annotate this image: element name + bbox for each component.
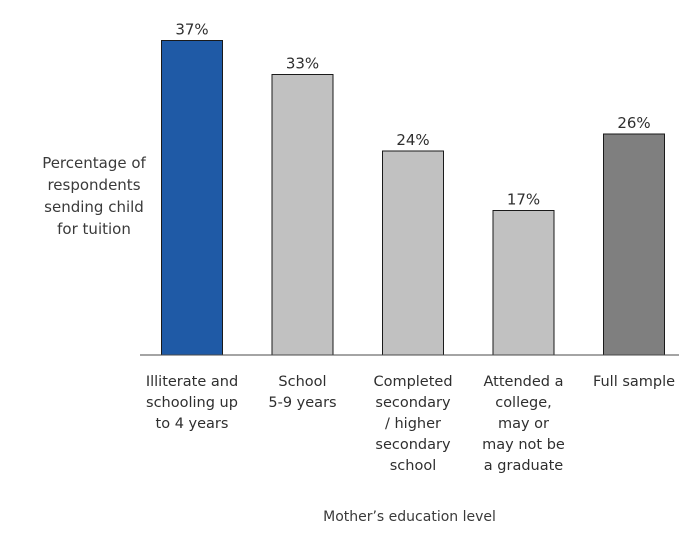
x-tick-label-line: 5-9 years (268, 395, 336, 411)
data-label: 26% (617, 114, 650, 132)
x-tick-label-line: schooling up (146, 395, 238, 411)
category-labels-layer: Illiterate and schooling up to 4 years Scho… (146, 374, 675, 474)
x-tick-label-line: to 4 years (156, 416, 229, 432)
x-tick-label-line: Attended a (484, 374, 564, 390)
x-tick-label-line: School (278, 374, 326, 390)
x-tick-label: School 5-9 years (268, 374, 336, 411)
bar (271, 74, 334, 356)
x-tick-label: Attended a college, may or may not be a grad… (482, 374, 565, 474)
x-tick-label-line: may not be (482, 437, 565, 453)
x-tick-label: Illiterate and schooling up to 4 years (146, 374, 238, 432)
x-tick-label-line: secondary (375, 437, 451, 453)
x-tick-label-line: Full sample (593, 374, 675, 390)
x-tick-label-line: a graduate (484, 458, 564, 474)
x-axis-label: Mother’s education level (323, 509, 496, 525)
y-axis-label-line: sending child (44, 198, 144, 216)
bar (492, 210, 555, 356)
bar (161, 40, 223, 356)
x-tick-label: Full sample (593, 374, 675, 390)
value-labels-layer: 37% 33% 24% 17% 26% (175, 21, 650, 209)
y-axis-label-line: for tuition (57, 220, 131, 238)
data-label: 37% (175, 21, 208, 39)
x-tick-label: Completed secondary / higher secondary schoo… (373, 374, 452, 474)
y-axis-label-line: Percentage of (42, 154, 146, 172)
y-axis-label: Percentage of respondents sending child … (6, 152, 182, 240)
x-tick-label-line: / higher (385, 416, 441, 432)
bar (382, 150, 444, 356)
data-label: 17% (507, 191, 540, 209)
y-axis-label-line: respondents (47, 176, 141, 194)
x-tick-label-line: Completed (373, 374, 452, 390)
x-tick-label-line: college, (495, 395, 552, 411)
bar (603, 133, 665, 356)
x-tick-label-line: secondary (375, 395, 451, 411)
bars-layer (161, 40, 665, 356)
x-tick-label-line: may or (498, 416, 549, 432)
x-tick-label-line: Illiterate and (146, 374, 238, 390)
data-label: 24% (396, 131, 429, 149)
data-label: 33% (286, 55, 319, 73)
x-tick-label-line: school (390, 458, 437, 474)
